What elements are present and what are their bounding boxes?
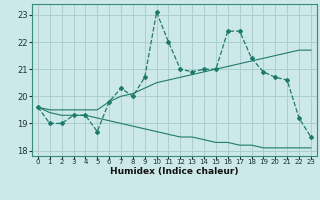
X-axis label: Humidex (Indice chaleur): Humidex (Indice chaleur) xyxy=(110,167,239,176)
